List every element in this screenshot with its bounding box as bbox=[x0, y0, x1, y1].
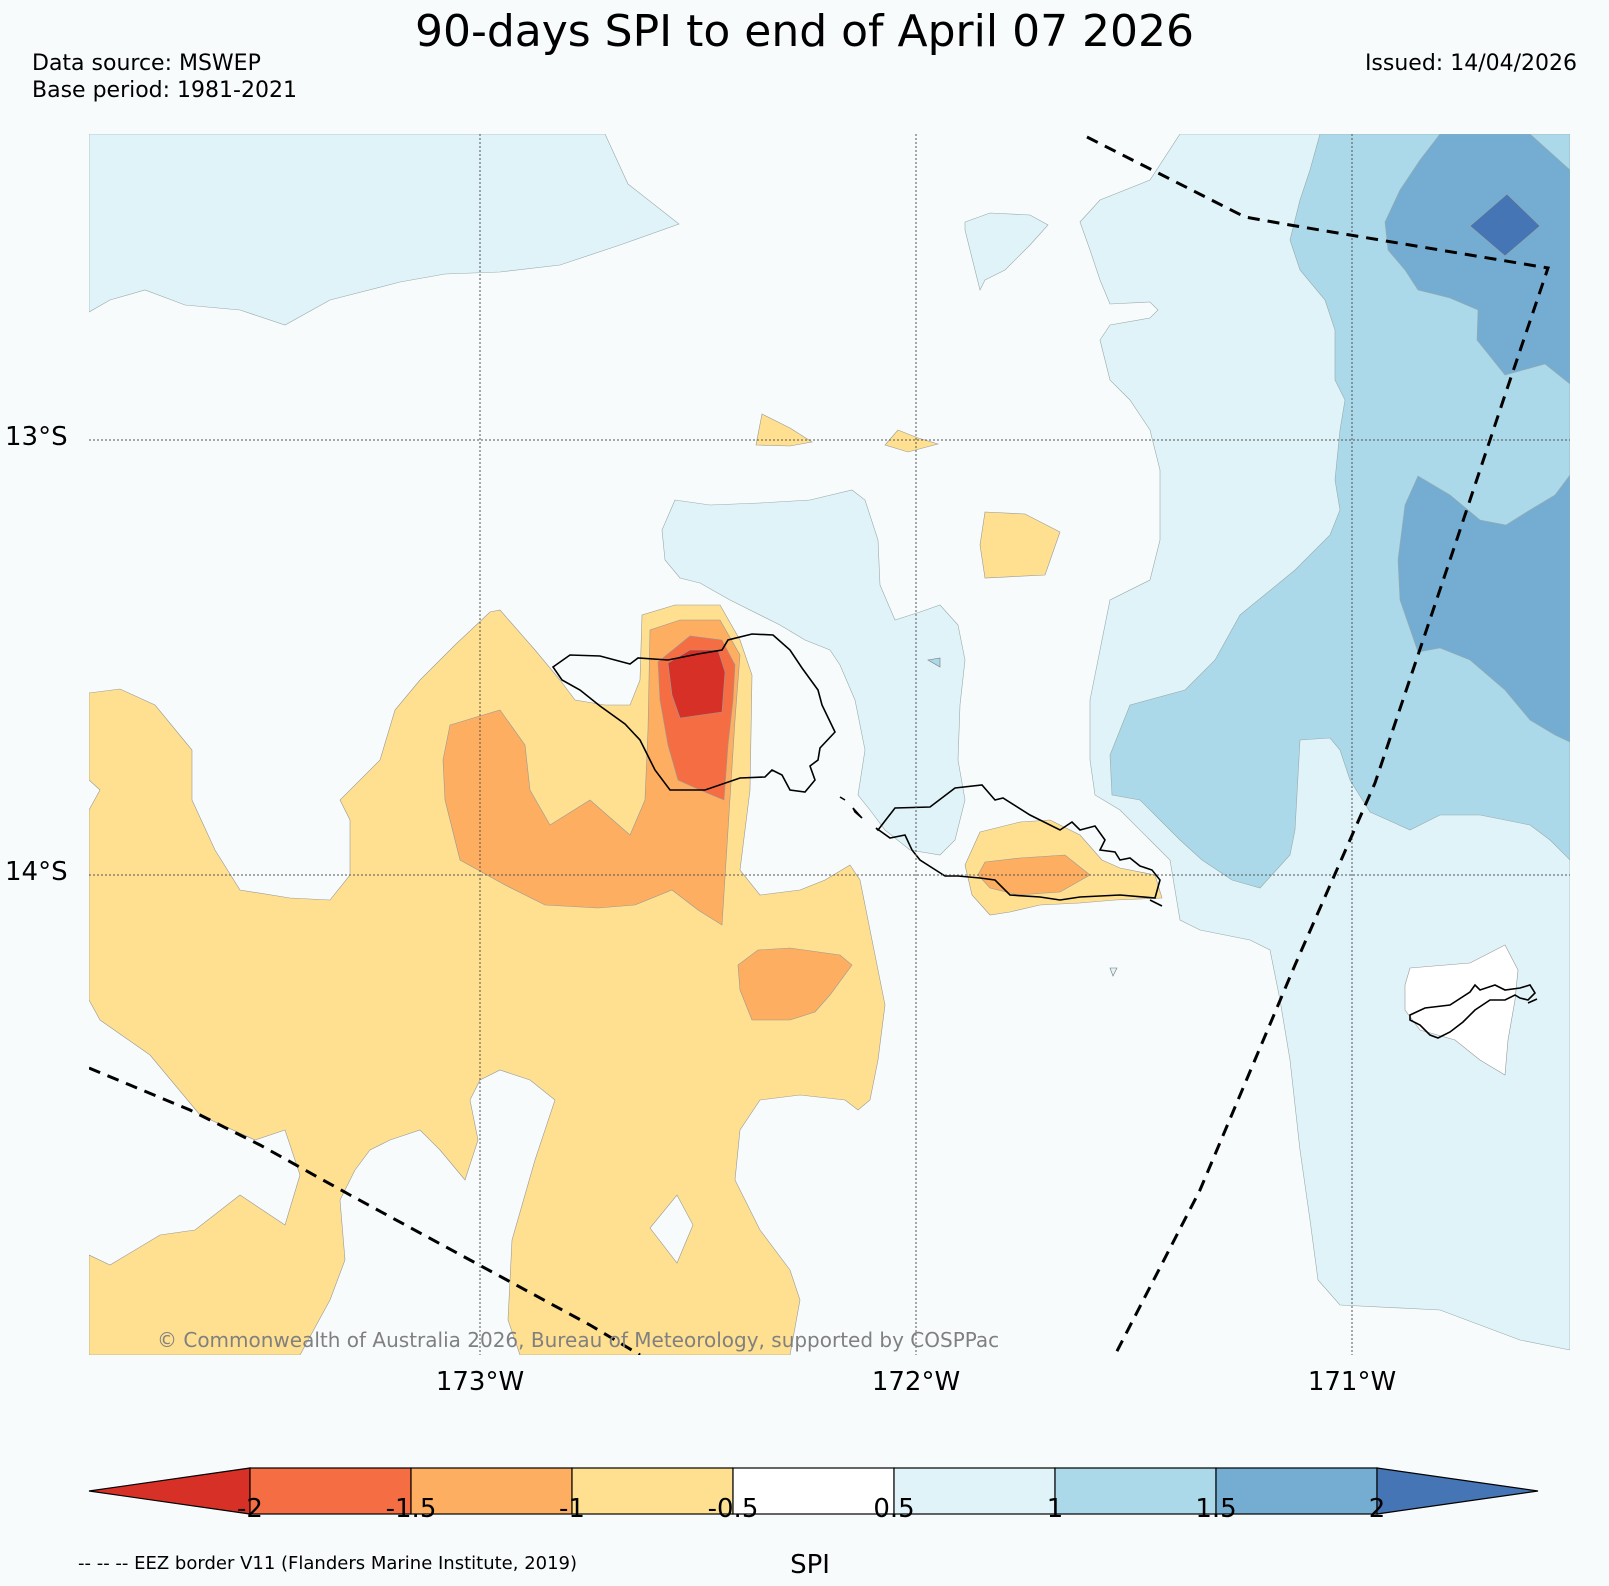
colorbar-tick-neg1.5: -1.5 bbox=[385, 1494, 437, 1524]
lat-label-14s: 14°S bbox=[5, 857, 68, 887]
colorbar-extend-high bbox=[1376, 1467, 1539, 1515]
spi-region-below-neg2 bbox=[667, 649, 726, 719]
upolu-coastline bbox=[875, 784, 1163, 907]
lon-label-171w: 171°W bbox=[1307, 1367, 1397, 1397]
colorbar-tick-1.5: 1.5 bbox=[1195, 1494, 1237, 1524]
colorbar-bin-neg0.5-0.5 bbox=[732, 1467, 895, 1515]
lon-label-172w: 172°W bbox=[871, 1367, 961, 1397]
eez-border-southwest bbox=[89, 1066, 641, 1355]
data-source: Data source: MSWEP bbox=[32, 51, 261, 76]
lat-label-13s: 13°S bbox=[5, 422, 68, 452]
spi-region-speck-east bbox=[1109, 967, 1118, 977]
colorbar-label: SPI bbox=[790, 1550, 830, 1580]
base-period: Base period: 1981-2021 bbox=[32, 78, 297, 103]
eez-legend-note: -- -- -- EEZ border V11 (Flanders Marine… bbox=[78, 1553, 578, 1574]
copyright-notice: © Commonwealth of Australia 2026, Bureau… bbox=[157, 1328, 1000, 1352]
colorbar-bin-0.5-1 bbox=[893, 1467, 1056, 1515]
spi-region-near-normal-hole bbox=[649, 1194, 694, 1264]
spi-region-0.5-1-islet bbox=[964, 212, 1049, 291]
spi-region-0.5-1-speck bbox=[927, 657, 941, 668]
colorbar-tick-0.5: 0.5 bbox=[873, 1494, 915, 1524]
spi-region-0.5-1-central bbox=[661, 489, 966, 856]
spi-region-1-1.5-east bbox=[1109, 134, 1570, 889]
tutuila-coastline bbox=[1409, 983, 1538, 1039]
eez-border-northeast bbox=[1086, 135, 1550, 1355]
colorbar-tick-2: 2 bbox=[1368, 1494, 1386, 1524]
savaii-coastline bbox=[551, 633, 836, 793]
colorbar-bin-neg1-neg0.5 bbox=[571, 1467, 734, 1515]
spi-region-1.5-2-east bbox=[1397, 474, 1570, 743]
colorbar-tick-neg1: -1 bbox=[559, 1494, 585, 1524]
spi-region-near-normal-tutuila bbox=[1404, 944, 1519, 1076]
spi-region-neg0.5-neg1-islet-c bbox=[979, 511, 1061, 579]
spi-region-1.5-2-northeast bbox=[1384, 134, 1570, 385]
eez-border bbox=[89, 135, 1550, 1355]
spi-region-neg0.5-neg1-islet-b bbox=[884, 429, 940, 453]
manono-apolima-coast bbox=[839, 796, 863, 819]
colorbar-bin-1.5-2 bbox=[1215, 1467, 1378, 1515]
spi-region-neg1-neg1.5-south bbox=[737, 947, 853, 1021]
colorbar-tick-neg2: -2 bbox=[237, 1494, 263, 1524]
graticule bbox=[89, 134, 1570, 1355]
spi-region-0.5-1-northwest bbox=[89, 134, 680, 326]
spi-region-above-2-diamond bbox=[1469, 193, 1541, 257]
lon-label-173w: 173°W bbox=[435, 1367, 525, 1397]
colorbar bbox=[88, 1467, 1539, 1515]
colorbar-bin-neg2-neg1.5 bbox=[249, 1467, 412, 1515]
issued-date: Issued: 14/04/2026 bbox=[1364, 51, 1577, 76]
colorbar-bin-neg1.5-neg1 bbox=[410, 1467, 573, 1515]
map-frame bbox=[89, 134, 1570, 1355]
colorbar-tick-1: 1 bbox=[1046, 1494, 1064, 1524]
map-title: 90-days SPI to end of April 07 2026 bbox=[414, 6, 1195, 57]
colorbar-tick-neg0.5: -0.5 bbox=[707, 1494, 759, 1524]
